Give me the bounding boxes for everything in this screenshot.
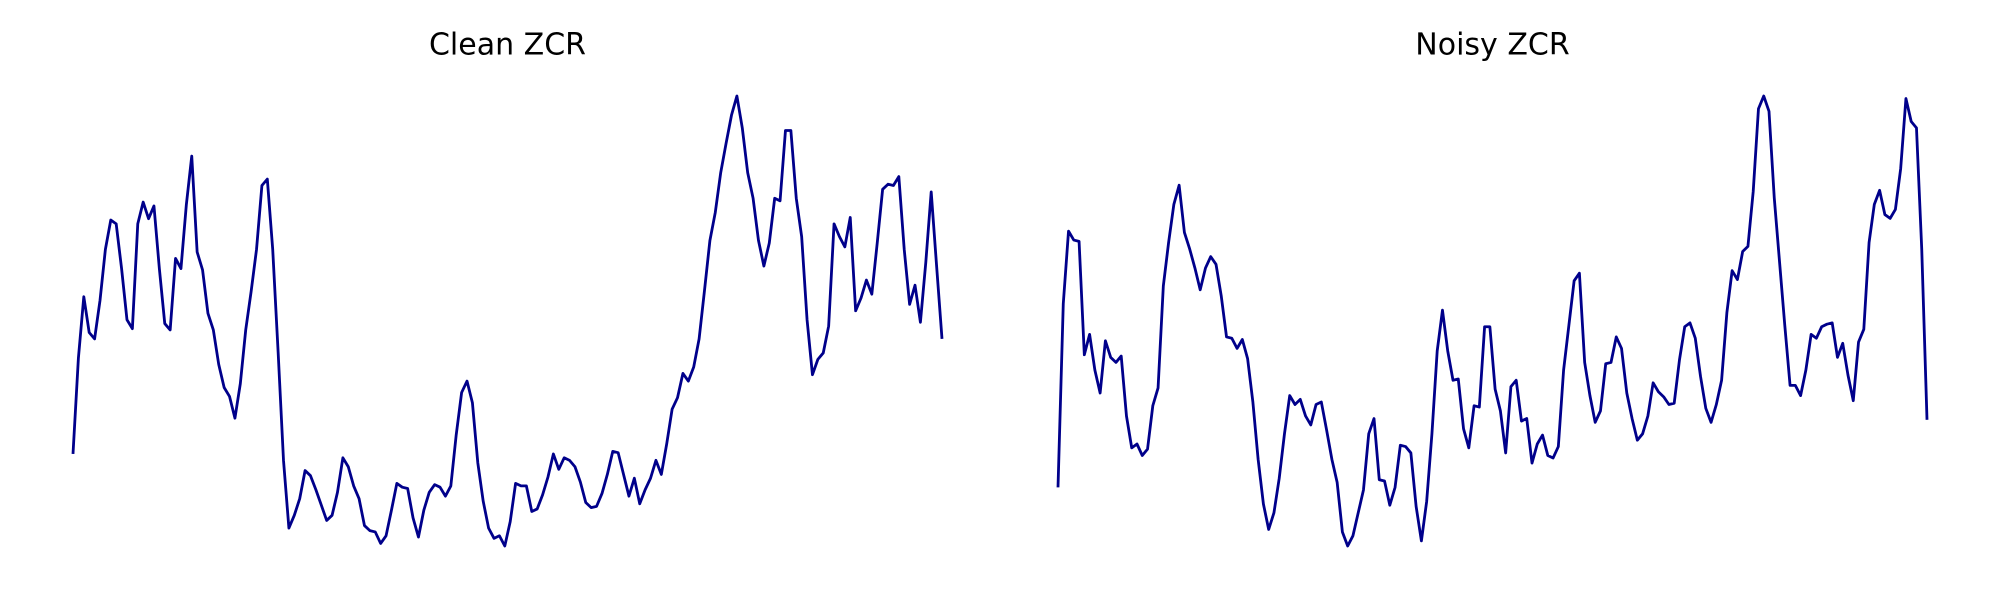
zcr-line	[71, 94, 944, 548]
zcr-line	[1056, 94, 1929, 548]
chart-title: Clean ZCR	[429, 28, 586, 63]
chart-title: Noisy ZCR	[1415, 28, 1569, 63]
